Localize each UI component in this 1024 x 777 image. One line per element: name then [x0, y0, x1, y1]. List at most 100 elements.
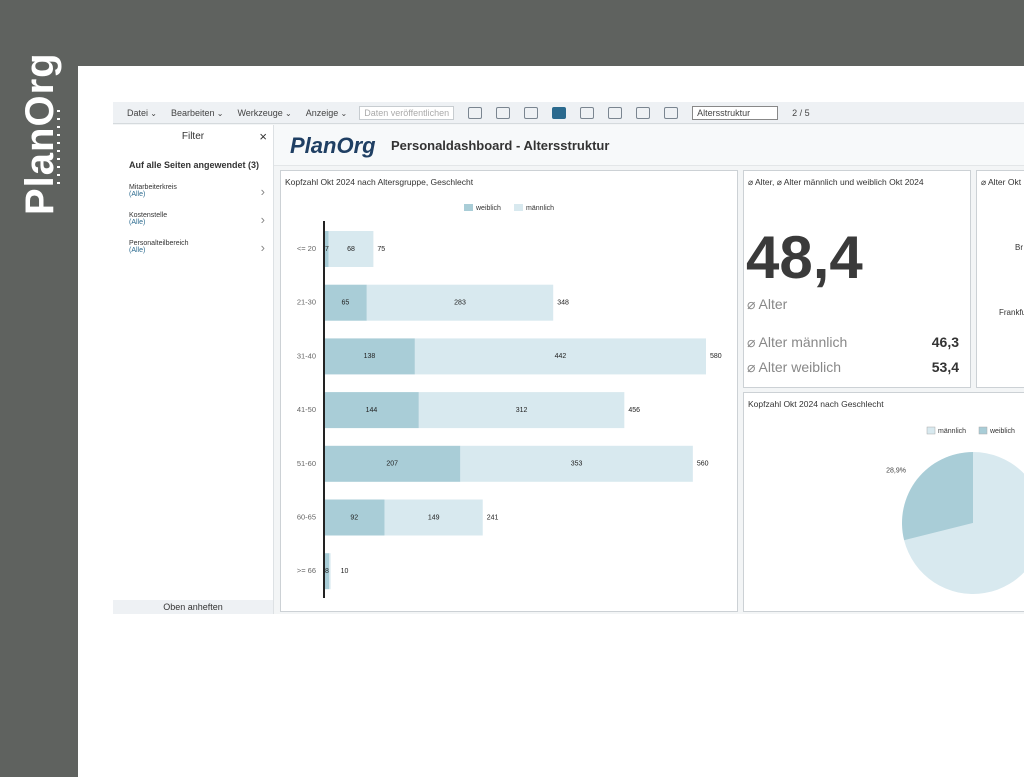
segment-label: 65: [342, 300, 350, 307]
segment-label: 8: [325, 568, 329, 575]
category-label: 41-50: [297, 405, 316, 414]
logo-dots: [57, 110, 60, 190]
header: PlanOrg Personaldashboard - Altersstrukt…: [274, 125, 1024, 166]
icon[interactable]: [524, 106, 539, 119]
filter-name: Kostenstelle: [129, 212, 168, 219]
bar-segment: [384, 499, 483, 536]
segment-label: 149: [428, 514, 440, 521]
segment-label: 312: [516, 407, 528, 414]
menu[interactable]: Bearbeiten: [171, 108, 223, 118]
kpi-row-label: ⌀ Alter männlich: [747, 334, 848, 350]
bar-segment: [460, 445, 693, 482]
segment-label: 68: [347, 246, 355, 253]
filter-name: Mitarbeiterkreis: [129, 184, 177, 191]
bar-segment: [324, 231, 329, 267]
category-label: 60-65: [297, 512, 316, 521]
icon[interactable]: [636, 106, 651, 119]
header-logo: PlanOrg: [290, 133, 376, 158]
legend-swatch: [514, 204, 523, 211]
segment-label: 283: [454, 300, 466, 307]
filter-icon[interactable]: [552, 106, 567, 119]
slice-label: 28,9%: [886, 468, 906, 475]
legend-swatch: [926, 426, 936, 435]
pin-button[interactable]: Oben anheften: [113, 600, 273, 614]
legend-label: weiblich: [989, 428, 1015, 435]
category-label: 31-40: [297, 351, 316, 360]
bar-segment: [324, 553, 330, 590]
legend-label: weiblich: [475, 205, 501, 212]
bar-segment: [324, 392, 419, 429]
category-label: 51-60: [297, 459, 316, 468]
app: Datei Bearbeiten Werkzeuge Anzeige Daten…: [113, 102, 1024, 614]
category-label: <= 20: [297, 244, 316, 253]
legend-label: männlich: [526, 205, 554, 212]
map-label: Br: [1015, 243, 1023, 252]
legend-label: männlich: [938, 428, 966, 435]
bar-segment: [328, 231, 374, 267]
toolbar: Datei Bearbeiten Werkzeuge Anzeige Daten…: [113, 102, 1024, 124]
bar-segment: [366, 284, 554, 321]
bar-segment: [418, 392, 625, 429]
filter-applied[interactable]: Auf alle Seiten angewendet (3): [129, 160, 260, 170]
category-label: 21-30: [297, 298, 316, 307]
icon[interactable]: [496, 106, 511, 119]
bar-segment: [414, 338, 706, 375]
publish-button[interactable]: Daten veröffentlichen: [359, 105, 455, 120]
segment-label: 442: [555, 353, 567, 360]
menu[interactable]: Anzeige: [306, 108, 347, 118]
total-label: 10: [341, 568, 349, 575]
bar-segment: [324, 445, 461, 482]
filter-value: (Alle): [129, 191, 146, 198]
bar-segment: [324, 499, 385, 536]
icon[interactable]: [608, 106, 623, 119]
bar-chart: weiblich männlich <= 20 7 68 75 21-30 65 283 348 3…: [297, 204, 722, 598]
total-label: 75: [377, 246, 385, 253]
segment-label: 144: [366, 407, 378, 414]
filter-item[interactable]: Personalteilbereich (Alle): [129, 240, 273, 255]
chart-title: Kopfzahl Okt 2024 nach Geschlecht: [748, 399, 884, 409]
icon[interactable]: [580, 106, 595, 119]
bar-panel: Kopfzahl Okt 2024 nach Altersgruppe, Ges…: [280, 170, 738, 612]
kpi-label: ⌀ Alter: [747, 296, 788, 312]
total-label: 241: [487, 514, 499, 521]
map-label: Frankfu: [999, 308, 1024, 317]
kpi-row-label: ⌀ Alter weiblich: [747, 359, 842, 375]
total-label: 580: [710, 353, 722, 360]
kpi-row: ⌀ Alter weiblich 53,4: [747, 359, 959, 376]
segment-label: 353: [571, 461, 583, 468]
pie-slice: [904, 452, 1024, 594]
panel-title: ⌀ Alter Okt: [981, 177, 1022, 187]
filter-value: (Alle): [129, 247, 146, 254]
filter-panel: Filter × Auf alle Seiten angewendet (3) …: [113, 125, 274, 614]
filter-item[interactable]: Mitarbeiterkreis (Alle): [129, 184, 273, 199]
filter-items: Mitarbeiterkreis(Alle)Kostenstelle(Alle)…: [113, 184, 273, 255]
total-label: 348: [557, 300, 569, 307]
menu[interactable]: Datei: [127, 108, 157, 118]
icon[interactable]: [468, 106, 483, 119]
pie-panel: Kopfzahl Okt 2024 nach Geschlecht männli…: [743, 392, 1024, 612]
header-title: Personaldashboard - Altersstruktur: [391, 138, 610, 153]
kpi-row-value: 53,4: [931, 359, 959, 375]
kpi-row: ⌀ Alter männlich 46,3: [747, 334, 959, 351]
segment-label: 92: [350, 514, 358, 521]
menu[interactable]: Werkzeuge: [237, 108, 291, 118]
legend-swatch: [978, 426, 988, 435]
total-label: 456: [628, 407, 640, 414]
bar-segment: [329, 553, 331, 590]
filter-name: Personalteilbereich: [129, 240, 189, 247]
filter-value: (Alle): [129, 219, 146, 226]
kpi-title: ⌀ Alter, ⌀ Alter männlich und weiblich O…: [748, 177, 924, 187]
pie-chart: männlich weiblich 28,9%: [886, 426, 1024, 594]
pie-slice: [902, 452, 973, 541]
bar-segment: [324, 284, 367, 321]
segment-label: 7: [325, 246, 329, 253]
filter-item[interactable]: Kostenstelle (Alle): [129, 212, 273, 227]
close[interactable]: ×: [259, 129, 267, 144]
segment-label: 138: [364, 353, 376, 360]
partial-panel: ⌀ Alter Okt Br Frankfu: [976, 170, 1024, 388]
segment-label: 207: [386, 461, 398, 468]
bar-segment: [324, 338, 415, 375]
legend-swatch: [464, 204, 473, 211]
page-select[interactable]: Altersstruktur: [692, 105, 779, 120]
icon[interactable]: [664, 106, 679, 119]
